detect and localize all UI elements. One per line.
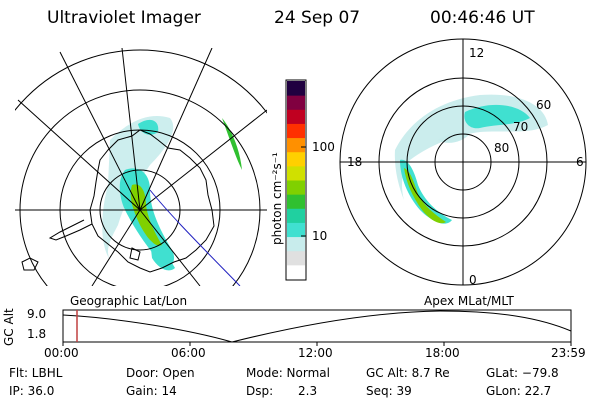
aurora-emission-left (102, 116, 242, 271)
colorbar-segment (287, 81, 305, 96)
mlat-label-70: 70 (513, 120, 529, 134)
colorbar-segment (287, 123, 305, 139)
meridian (59, 51, 141, 211)
colorbar-segment (287, 222, 305, 238)
colorbar-segment (287, 250, 305, 266)
glat-info: GLat: −79.8 (486, 366, 559, 380)
timeline-axis-label: GC Alt (2, 308, 16, 346)
meridian (91, 209, 141, 286)
meridian (17, 99, 141, 211)
colorbar-tick-100: 100 (312, 140, 335, 154)
geographic-map (15, 48, 267, 286)
peninsula-outline (48, 219, 93, 241)
colorbar-unit-label: photon cm⁻²s⁻¹ (270, 152, 284, 245)
mlt-label-0: 0 (469, 273, 477, 287)
ip-info: IP: 36.0 (9, 384, 55, 398)
colorbar-segment (287, 194, 305, 209)
colorbar-segment (287, 137, 305, 153)
colorbar-tick-10: 10 (312, 229, 328, 243)
color-bar (285, 79, 307, 281)
gain-info: Gain: 14 (126, 384, 177, 398)
meridian (121, 48, 141, 211)
orbit-timeline (62, 309, 572, 346)
mlt-label-12: 12 (469, 46, 485, 60)
colorbar-segment (287, 109, 305, 124)
timeline-tick-3: 18:00 (425, 346, 460, 360)
polar-map (339, 38, 587, 286)
seq-info: Seq: 39 (366, 384, 412, 398)
timeline-tick-4: 23:59 (551, 346, 586, 360)
island-outline (129, 247, 141, 261)
dsp-value: 2.3 (298, 384, 318, 398)
colorbar-segment (287, 95, 305, 110)
colorbar-segment (287, 151, 305, 167)
mode-info: Mode: Normal (246, 366, 330, 380)
timeline-ymin-label: 1.8 (27, 327, 47, 341)
door-info: Door: Open (126, 366, 195, 380)
filter-info: Flt: LBHL (9, 366, 63, 380)
meridian (139, 109, 267, 211)
glon-info: GLon: 22.7 (486, 384, 552, 398)
timeline-tick-0: 00:00 (44, 346, 79, 360)
colorbar-segment (287, 208, 305, 223)
gc-alt-info: GC Alt: 8.7 Re (366, 366, 450, 380)
meridian (139, 209, 201, 286)
mlt-label-6: 6 (576, 155, 584, 169)
aurora-emission-right (394, 94, 548, 224)
lat-circle (15, 49, 267, 114)
altitude-curve (62, 310, 572, 343)
timeline-tick-2: 12:00 (298, 346, 333, 360)
colorbar-segment (287, 264, 305, 280)
mlt-label-18: 18 (347, 155, 363, 169)
mlat-label-60: 60 (536, 98, 552, 112)
meridian (139, 48, 213, 211)
colorbar-segment (287, 165, 305, 181)
island-outline (21, 257, 39, 271)
dsp-label: Dsp: (246, 384, 274, 398)
geographic-map-label: Geographic Lat/Lon (70, 294, 188, 308)
timeline-tick-1: 06:00 (171, 346, 206, 360)
colorbar-segment (287, 236, 305, 252)
continent-outline (89, 129, 215, 273)
terminator-line (149, 189, 241, 286)
mlat-label-80: 80 (494, 141, 510, 155)
time-label: 00:46:46 UT (430, 8, 535, 28)
colorbar-segment (287, 180, 305, 195)
timeline-ymax-label: 9.0 (27, 307, 47, 321)
apex-map-label: Apex MLat/MLT (424, 294, 514, 308)
instrument-title: Ultraviolet Imager (47, 8, 201, 28)
date-label: 24 Sep 07 (274, 8, 361, 28)
